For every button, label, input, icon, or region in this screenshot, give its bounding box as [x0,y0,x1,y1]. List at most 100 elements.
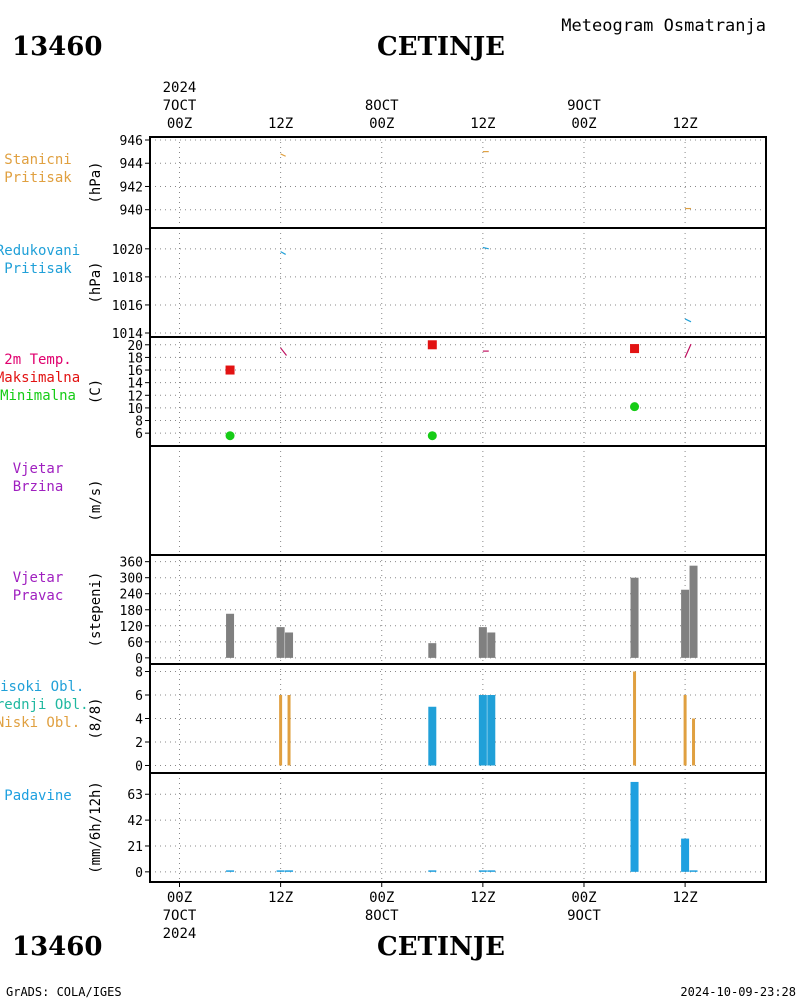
y-tick-label: 1018 [112,271,143,286]
panel-precipitation: 0 21 42 63 Padavine (mm/6h/12h) [4,772,767,883]
unit-label: (m/s) [88,479,104,521]
y-tick-label: 1016 [112,299,143,314]
y-tick-label: 10 [127,402,143,417]
y-tick-label: 8 [135,415,143,430]
top-hour-label: 12Z [672,116,697,132]
y-tick-label: 0 [135,652,143,667]
data-bar [487,632,496,658]
y-tick-label: 946 [120,134,143,149]
panel-frame [149,772,767,883]
panel-label: Minimalna [0,388,76,404]
station-name-top: CETINJE [377,32,505,62]
y-tick-label: 42 [127,814,143,829]
bottom-hour-label: 12Z [268,890,293,906]
min-temp-marker [630,402,640,412]
bottom-day-label: 9OCT [567,908,601,924]
y-tick-label: 4 [135,713,143,728]
bottom-year-label: 2024 [163,926,197,942]
data-bar [226,870,235,872]
y-tick-label: 1014 [112,327,143,342]
data-segment [482,246,489,250]
top-day-label: 7OCT [163,98,197,114]
unit-label: (hPa) [88,261,104,303]
y-tick-label: 63 [127,788,143,803]
y-tick-label: 60 [127,636,143,651]
station-name-bottom: CETINJE [377,932,505,962]
timestamp-text: 2024-10-09-23:28 [680,985,796,999]
bottom-hour-label: 12Z [672,890,697,906]
panel-station_pressure: 940 942 944 946 Stanicni Pritisak (hPa) [4,134,767,229]
panel-frame [149,227,767,338]
panel-label: Niski Obl. [0,715,80,731]
station-id-bottom: 13460 [12,932,102,962]
panel-label: Vjetar [13,570,64,586]
panel-frame [149,554,767,665]
y-tick-label: 16 [127,364,143,379]
top-day-label: 8OCT [365,98,399,114]
data-segment [280,347,287,356]
max-temp-marker [225,365,235,375]
panel-frame [149,663,767,774]
data-bar [428,870,437,872]
panel-label: Pritisak [4,170,72,186]
bottom-day-label: 7OCT [163,908,197,924]
y-tick-label: 1020 [112,243,143,258]
unit-label: (stepeni) [88,572,104,648]
panel-label: 2m Temp. [4,352,71,368]
data-bar [630,781,639,872]
panel-label: Srednji Obl. [0,697,89,713]
y-tick-label: 18 [127,351,143,366]
data-bar [478,870,487,872]
y-tick-label: 12 [127,389,143,404]
top-year-label: 2024 [163,80,197,96]
panel-label: Padavine [4,788,71,804]
panel-clouds: 0 2 4 6 8 Visoki Obl. Srednji Obl. Niski Obl. (8… [0,663,767,774]
panel-label: Pravac [13,588,64,604]
data-bar [487,870,496,872]
data-bar [285,632,294,658]
y-tick-label: 0 [135,759,143,774]
data-bar [287,695,291,766]
top-hour-label: 12Z [470,116,495,132]
station-id-top: 13460 [12,32,102,62]
panel-frame [149,336,767,447]
panel-label: Pritisak [4,261,72,277]
bottom-hour-label: 12Z [470,890,495,906]
bottom-hour-label: 00Z [571,890,596,906]
data-segment [280,251,286,255]
data-bar [428,706,437,766]
bottom-hour-label: 00Z [369,890,394,906]
top-hour-label: 00Z [369,116,394,132]
panel-label: Brzina [13,479,64,495]
max-temp-marker [427,340,437,350]
data-bar [689,870,698,872]
data-bar [478,695,487,766]
data-bar [279,695,283,766]
time-axis: 2024 7OCT 8OCT 9OCT 00Z 12Z 00Z 12Z 00Z 12Z 00Z 12Z… [163,80,698,942]
min-temp-marker [427,431,437,441]
y-tick-label: 21 [127,840,143,855]
data-segment [684,318,692,323]
top-hour-label: 00Z [167,116,192,132]
y-tick-label: 0 [135,866,143,881]
unit-label: (C) [88,379,104,404]
unit-label: (8/8) [88,697,104,739]
bottom-day-label: 8OCT [365,908,399,924]
data-bar [681,589,690,658]
y-tick-label: 8 [135,666,143,681]
meteogram-title: Meteogram Osmatranja [561,16,766,36]
data-bar [276,870,285,872]
unit-label: (hPa) [88,161,104,203]
data-bar [633,671,637,766]
panel-frame [149,445,767,556]
y-tick-label: 940 [120,204,143,219]
bottom-hour-label: 00Z [167,890,192,906]
y-tick-label: 14 [127,377,143,392]
data-bar [276,627,285,658]
panel-label: Redukovani [0,243,80,259]
panel-wind_speed: Vjetar Brzina (m/s) [13,445,767,556]
data-bar [478,627,487,658]
